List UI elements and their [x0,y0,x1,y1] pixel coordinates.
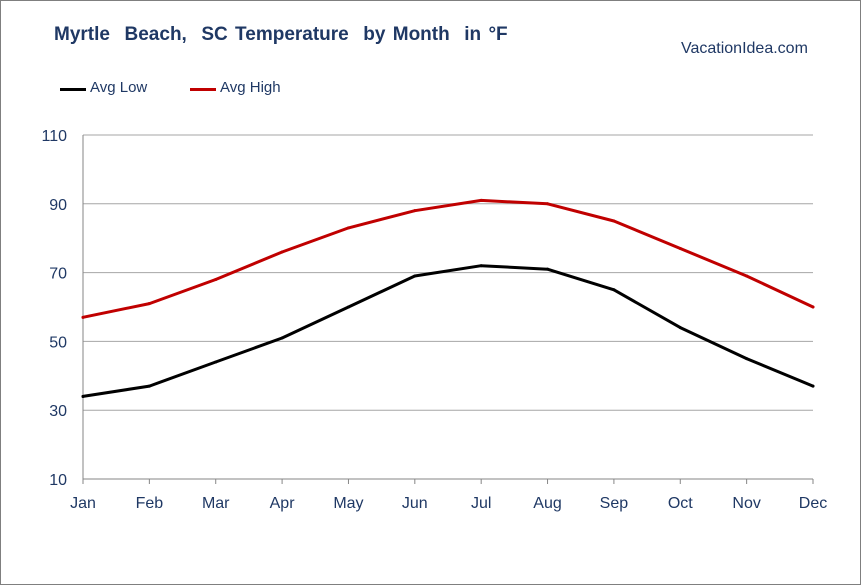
data-point-avg-high-jun [413,209,417,213]
y-tick-label-70: 70 [49,266,67,283]
data-point-avg-low-jan [81,394,85,398]
data-point-avg-low-apr [280,336,284,340]
data-point-avg-high-aug [546,202,550,206]
x-tick-label-nov: Nov [732,495,760,512]
legend-label-avg-high: Avg High [220,79,281,96]
x-tick-label-jun: Jun [402,495,428,512]
data-point-avg-high-oct [678,247,682,251]
y-tick-label-50: 50 [49,334,67,351]
data-point-avg-low-sep [612,288,616,292]
x-tick-label-jan: Jan [70,495,96,512]
x-tick-label-may: May [333,495,363,512]
series-line-avg-low [81,264,815,398]
x-tick-label-mar: Mar [202,495,230,512]
data-point-avg-high-sep [612,219,616,223]
source-label: VacationIdea.com [681,40,808,57]
data-point-avg-high-jan [81,315,85,319]
data-point-avg-high-nov [745,274,749,278]
legend-swatch-avg-low [60,88,86,91]
x-tick-label-sep: Sep [600,495,629,512]
x-tick-label-dec: Dec [799,495,827,512]
y-tick-label-10: 10 [49,472,67,489]
y-tick-label-90: 90 [49,197,67,214]
data-point-avg-low-oct [678,326,682,330]
data-point-avg-low-mar [214,360,218,364]
x-tick-label-feb: Feb [136,495,164,512]
data-point-avg-high-feb [147,302,151,306]
data-point-avg-high-mar [214,277,218,281]
data-point-avg-low-aug [546,267,550,271]
data-point-avg-low-jun [413,274,417,278]
x-tick-label-oct: Oct [668,495,693,512]
series-line-avg-high [81,198,815,319]
x-tick-label-aug: Aug [533,495,561,512]
data-point-avg-low-nov [745,357,749,361]
legend-label-avg-low: Avg Low [90,79,148,96]
y-tick-label-110: 110 [41,128,67,145]
x-tick-label-jul: Jul [471,495,491,512]
data-point-avg-high-dec [811,305,815,309]
data-point-avg-high-may [346,226,350,230]
data-point-avg-low-dec [811,384,815,388]
data-point-avg-low-feb [147,384,151,388]
x-tick-label-apr: Apr [270,495,296,512]
chart-title: Myrtle Beach, SC Temperature by Month in… [54,24,508,45]
data-point-avg-low-may [346,305,350,309]
legend-swatch-avg-high [190,88,216,91]
data-point-avg-high-apr [280,250,284,254]
y-tick-label-30: 30 [49,403,67,420]
data-point-avg-low-jul [479,264,483,268]
data-point-avg-high-jul [479,198,483,202]
